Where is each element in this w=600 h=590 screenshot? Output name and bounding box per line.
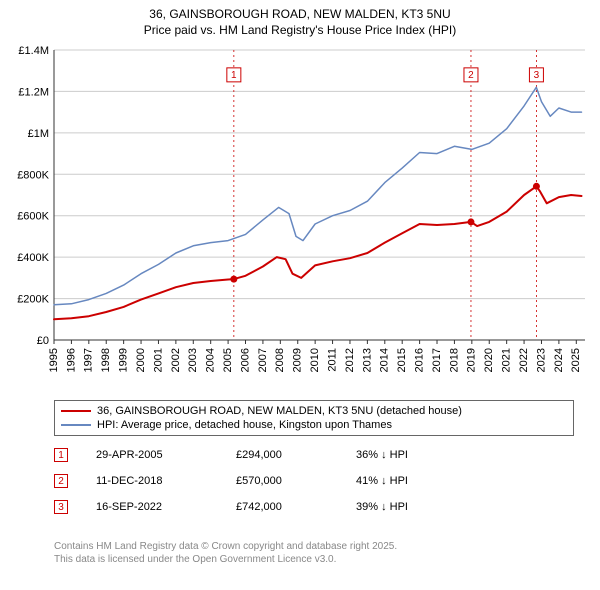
svg-text:3: 3 xyxy=(534,70,540,81)
svg-text:1995: 1995 xyxy=(48,348,60,372)
svg-text:1998: 1998 xyxy=(100,348,112,372)
legend-label-red: 36, GAINSBOROUGH ROAD, NEW MALDEN, KT3 5… xyxy=(97,405,462,417)
svg-text:2003: 2003 xyxy=(187,348,199,372)
svg-text:2018: 2018 xyxy=(448,348,460,372)
legend-swatch-red xyxy=(61,410,91,412)
svg-text:2007: 2007 xyxy=(257,348,269,372)
svg-text:2013: 2013 xyxy=(361,348,373,372)
legend-swatch-blue xyxy=(61,424,91,426)
chart-legend: 36, GAINSBOROUGH ROAD, NEW MALDEN, KT3 5… xyxy=(54,400,574,436)
svg-text:2014: 2014 xyxy=(379,348,391,372)
svg-text:£1.4M: £1.4M xyxy=(18,45,49,57)
svg-text:2019: 2019 xyxy=(466,348,478,372)
svg-text:2: 2 xyxy=(468,70,474,81)
sale-date-2: 11-DEC-2018 xyxy=(96,475,236,487)
title-line-2: Price paid vs. HM Land Registry's House … xyxy=(10,22,590,38)
svg-text:2011: 2011 xyxy=(326,348,338,372)
title-line-1: 36, GAINSBOROUGH ROAD, NEW MALDEN, KT3 5… xyxy=(10,6,590,22)
svg-text:2008: 2008 xyxy=(274,348,286,372)
sale-marker-2-icon: 2 xyxy=(54,474,68,488)
svg-text:1: 1 xyxy=(231,70,237,81)
svg-text:£400K: £400K xyxy=(17,252,49,264)
svg-text:£1M: £1M xyxy=(28,128,49,140)
svg-text:2023: 2023 xyxy=(535,348,547,372)
svg-text:2004: 2004 xyxy=(205,348,217,372)
svg-text:2006: 2006 xyxy=(239,348,251,372)
svg-text:£800K: £800K xyxy=(17,169,49,181)
svg-text:1999: 1999 xyxy=(118,348,130,372)
sale-row-2: 2 11-DEC-2018 £570,000 41% ↓ HPI xyxy=(54,468,476,494)
legend-label-blue: HPI: Average price, detached house, King… xyxy=(97,419,392,431)
svg-text:2017: 2017 xyxy=(431,348,443,372)
sale-delta-3: 39% ↓ HPI xyxy=(356,501,476,513)
price-chart: £0 £200K £400K £600K £800K £1M £1.2M £1.4M 1995 1… xyxy=(10,44,590,394)
svg-text:2001: 2001 xyxy=(152,348,164,372)
svg-text:2010: 2010 xyxy=(309,348,321,372)
svg-text:1996: 1996 xyxy=(65,348,77,372)
svg-text:2025: 2025 xyxy=(570,348,582,372)
svg-text:£200K: £200K xyxy=(17,294,49,306)
svg-text:£0: £0 xyxy=(37,335,49,347)
sales-table: 1 29-APR-2005 £294,000 36% ↓ HPI 2 11-DE… xyxy=(54,442,476,520)
sale-price-3: £742,000 xyxy=(236,501,356,513)
sale-marker-3-icon: 3 xyxy=(54,500,68,514)
svg-text:2022: 2022 xyxy=(518,348,530,372)
svg-text:2015: 2015 xyxy=(396,348,408,372)
sale-row-3: 3 16-SEP-2022 £742,000 39% ↓ HPI xyxy=(54,494,476,520)
svg-text:2020: 2020 xyxy=(483,348,495,372)
svg-text:2024: 2024 xyxy=(553,348,565,372)
sale-price-1: £294,000 xyxy=(236,449,356,461)
legend-row-red: 36, GAINSBOROUGH ROAD, NEW MALDEN, KT3 5… xyxy=(61,404,567,418)
svg-text:2012: 2012 xyxy=(344,348,356,372)
sale-date-3: 16-SEP-2022 xyxy=(96,501,236,513)
svg-text:2016: 2016 xyxy=(414,348,426,372)
sale-delta-1: 36% ↓ HPI xyxy=(356,449,476,461)
svg-text:2002: 2002 xyxy=(170,348,182,372)
svg-text:1997: 1997 xyxy=(83,348,95,372)
svg-text:2009: 2009 xyxy=(292,348,304,372)
sale-row-1: 1 29-APR-2005 £294,000 36% ↓ HPI xyxy=(54,442,476,468)
svg-text:2005: 2005 xyxy=(222,348,234,372)
svg-text:£1.2M: £1.2M xyxy=(18,86,49,98)
svg-text:2000: 2000 xyxy=(135,348,147,372)
sale-price-2: £570,000 xyxy=(236,475,356,487)
sale-delta-2: 41% ↓ HPI xyxy=(356,475,476,487)
footer-line-2: This data is licensed under the Open Gov… xyxy=(54,553,397,566)
svg-text:2021: 2021 xyxy=(501,348,513,372)
sale-marker-1-icon: 1 xyxy=(54,448,68,462)
footer-line-1: Contains HM Land Registry data © Crown c… xyxy=(54,540,397,553)
svg-text:£600K: £600K xyxy=(17,211,49,223)
legend-row-blue: HPI: Average price, detached house, King… xyxy=(61,418,567,432)
attribution-footer: Contains HM Land Registry data © Crown c… xyxy=(54,540,397,566)
sale-date-1: 29-APR-2005 xyxy=(96,449,236,461)
chart-title-block: 36, GAINSBOROUGH ROAD, NEW MALDEN, KT3 5… xyxy=(0,0,600,40)
